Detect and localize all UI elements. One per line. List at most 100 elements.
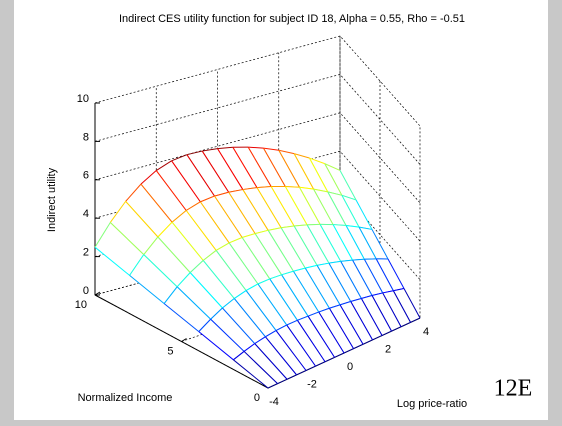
y-axis-label: Normalized Income [78,392,173,404]
mesh-line [222,298,235,309]
tick-mark [181,338,187,342]
mesh-line [305,365,316,371]
mesh-face [222,298,266,344]
mesh-line [155,170,187,211]
chart-title: Indirect CES utility function for subjec… [119,13,465,25]
mesh-face [246,283,287,331]
mesh-face [281,226,318,269]
mesh-face [328,261,362,302]
mesh-line [202,250,217,261]
mesh-line [228,191,256,234]
mesh-line [309,157,325,165]
mesh-face [278,150,314,190]
mesh-line [363,259,384,294]
mesh-face [329,304,363,349]
mesh-face [268,227,306,272]
mesh-face [346,225,377,260]
mesh-line [296,370,307,376]
mesh-line [324,163,343,196]
mesh-line [352,259,373,296]
mesh-line [256,187,282,229]
mesh-face [186,201,230,251]
mesh-line [254,233,282,276]
mesh-face [156,160,201,211]
mesh-line [269,274,282,280]
mesh-line [275,324,287,331]
mesh-line [242,189,269,231]
mesh-line [362,339,373,345]
mesh-face [254,336,297,380]
mesh-line [228,237,243,244]
mesh-line [109,222,145,256]
mesh-line [269,278,298,321]
mesh-line [254,343,288,380]
mesh-line [340,259,353,262]
mesh-face [376,258,404,291]
mesh-face [129,254,178,304]
mesh-face [233,351,278,388]
mesh-line [270,186,295,227]
z-tick-label: 4 [83,208,89,220]
mesh-line [257,283,288,326]
z-axis-label: Indirect utility [46,167,58,232]
mesh-line [293,267,306,272]
mesh-line [328,262,352,302]
mesh-line [233,290,247,299]
mesh-face [308,312,344,358]
mesh-line [372,335,383,341]
mesh-line [217,148,244,190]
mesh-face [309,158,342,196]
mesh-face [210,308,255,352]
mesh-line [228,242,259,285]
mesh-line [94,246,130,276]
mesh-line [327,191,347,226]
mesh-line [375,258,394,291]
mesh-line [140,183,173,223]
mesh-face [242,187,282,231]
z-tick-label: 0 [83,285,89,297]
mesh-face [327,191,360,228]
mesh-face [202,148,243,193]
mesh-line [245,290,277,331]
mesh-face [299,187,334,225]
mesh-line [340,261,362,299]
mesh-line [228,189,243,193]
mesh-line [391,326,402,332]
mesh-line [360,298,383,336]
z-tick-label: 6 [83,170,89,182]
mesh-line [319,224,342,262]
mesh-face [228,189,269,234]
mesh-face [285,186,321,225]
x-tick-label: 2 [385,343,391,355]
mesh-face [382,290,411,327]
mesh-line [308,157,329,193]
mesh-line [280,227,306,269]
mesh-line [202,260,235,299]
mesh-face [364,258,394,293]
mesh-line [343,348,354,354]
mesh-line [341,194,357,201]
mesh-line [324,163,341,171]
mesh-line [306,224,330,264]
mesh-face [294,224,329,266]
mesh-line [304,267,330,309]
mesh-line [278,150,300,188]
mesh-face [186,151,229,197]
mesh-line [297,315,309,321]
x-tick-label: 4 [423,326,429,338]
mesh-line [267,230,294,272]
mesh-line [292,271,320,313]
grid-line [94,74,421,165]
mesh-face [393,288,420,323]
mesh-line [129,275,165,304]
mesh-face [143,236,191,287]
mesh-face [229,237,270,284]
mesh-line [243,343,256,352]
mesh-line [329,304,341,309]
mesh-line [198,331,234,361]
mesh-line [284,186,308,226]
mesh-line [353,343,364,350]
mesh-line [352,258,365,261]
mesh-face [110,201,158,255]
